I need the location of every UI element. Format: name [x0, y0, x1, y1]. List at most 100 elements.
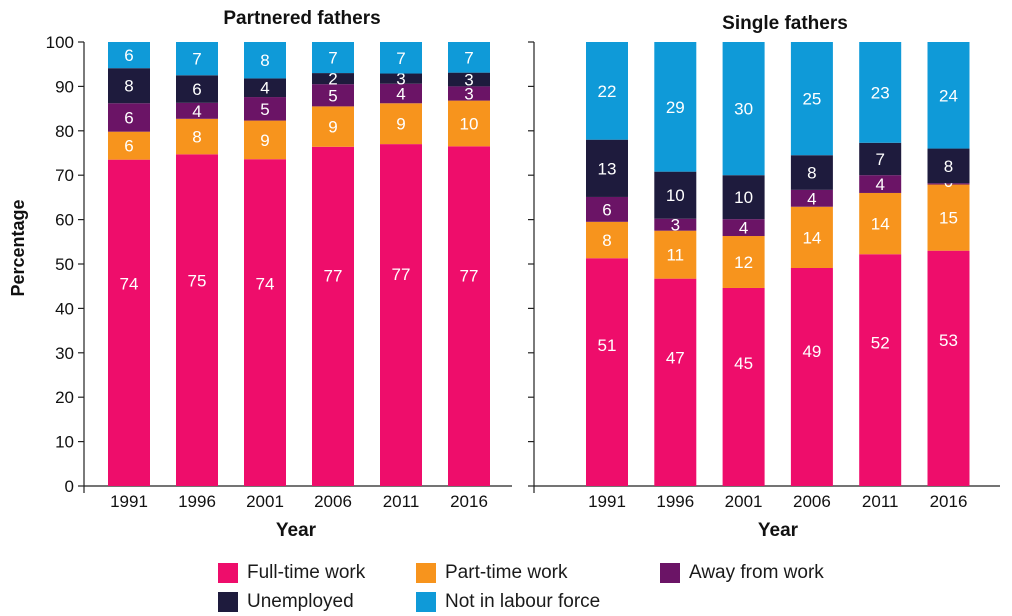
- partnered-bar-away-from-work-2001: [244, 97, 286, 121]
- single-data-label-unemployed-2006: 8: [807, 164, 816, 183]
- partnered-x-tick-label-2011: 2011: [383, 492, 420, 511]
- single-bar-part-time-work-2006: [790, 206, 833, 268]
- partnered-bar-away-from-work-2011: [380, 83, 422, 104]
- partnered-data-label-unemployed-1996: 6: [192, 80, 201, 99]
- single-data-label-not-in-labour-force-1991: 22: [598, 82, 617, 101]
- partnered-y-tick-label: 30: [55, 344, 74, 363]
- partnered-bar-away-from-work-1996: [176, 102, 218, 119]
- single-bar-full-time-work-2016: [927, 250, 970, 486]
- single-x-tick-label-2006: 2006: [793, 492, 831, 511]
- single-bar-away-from-work-2001: [722, 219, 765, 237]
- partnered-data-label-away-from-work-2016: 3: [464, 85, 473, 104]
- partnered-data-label-full-time-work-2016: 77: [460, 266, 479, 285]
- partnered-data-label-not-in-labour-force-1996: 7: [192, 50, 201, 69]
- single-bar-full-time-work-1991: [586, 258, 628, 486]
- partnered-x-tick-label-1991: 1991: [110, 492, 148, 511]
- partnered-bar-full-time-work-1991: [108, 159, 150, 486]
- partnered-y-tick-label: 20: [55, 388, 74, 407]
- partnered-data-label-unemployed-2011: 3: [396, 70, 405, 89]
- single-data-label-part-time-work-2001: 12: [734, 253, 753, 272]
- partnered-data-label-unemployed-2006: 2: [328, 70, 337, 89]
- single-data-label-part-time-work-2016: 15: [939, 209, 958, 228]
- single-data-label-full-time-work-1991: 51: [598, 336, 617, 355]
- partnered-bar-part-time-work-2006: [312, 106, 354, 147]
- partnered-x-tick-label-1996: 1996: [178, 492, 216, 511]
- partnered-y-tick-label: 10: [55, 433, 74, 452]
- partnered-bar-part-time-work-1996: [176, 118, 218, 155]
- partnered-bar-unemployed-2001: [244, 78, 286, 98]
- single-bar-part-time-work-2011: [859, 192, 902, 255]
- single-bar-unemployed-1991: [586, 139, 628, 197]
- partnered-bar-not-in-labour-force-2001: [244, 42, 286, 79]
- partnered-data-label-unemployed-1991: 8: [124, 77, 133, 96]
- single-bar-full-time-work-2001: [722, 287, 765, 486]
- single-x-tick-label-2016: 2016: [930, 492, 968, 511]
- partnered-y-axis-title: Percentage: [8, 199, 28, 296]
- partnered-y-tick-label: 90: [55, 77, 74, 96]
- partnered-bar-not-in-labour-force-2006: [312, 42, 354, 74]
- partnered-data-label-full-time-work-2006: 77: [324, 267, 343, 286]
- partnered-y-tick-label: 0: [65, 477, 74, 496]
- partnered-bar-not-in-labour-force-2011: [380, 42, 422, 74]
- partnered-bar-not-in-labour-force-2016: [448, 42, 490, 73]
- single-data-label-not-in-labour-force-2011: 23: [871, 83, 890, 102]
- partnered-data-label-part-time-work-2006: 9: [328, 118, 337, 137]
- single-data-label-unemployed-2001: 10: [734, 188, 753, 207]
- partnered-y-tick-label: 100: [46, 33, 74, 52]
- single-bar-part-time-work-2001: [722, 236, 765, 288]
- single-bar-unemployed-2006: [790, 155, 833, 190]
- single-data-label-full-time-work-2011: 52: [871, 333, 890, 352]
- partnered-chart-title: Partnered fathers: [223, 8, 380, 29]
- partnered-bar-away-from-work-2016: [448, 86, 490, 101]
- single-x-tick-label-1991: 1991: [588, 492, 626, 511]
- single-data-label-not-in-labour-force-1996: 29: [666, 98, 685, 117]
- single-bar-away-from-work-2011: [859, 175, 902, 193]
- single-bar-away-from-work-1991: [586, 196, 628, 222]
- single-bar-not-in-labour-force-1996: [654, 42, 697, 172]
- partnered-bar-full-time-work-1996: [176, 154, 218, 486]
- single-bar-full-time-work-2006: [790, 267, 833, 486]
- single-data-label-away-from-work-2011: 4: [875, 175, 884, 194]
- single-bar-not-in-labour-force-1991: [586, 42, 628, 140]
- single-data-label-unemployed-1991: 13: [598, 159, 617, 178]
- partnered-y-tick-label: 70: [55, 166, 74, 185]
- single-bar-not-in-labour-force-2016: [927, 42, 970, 149]
- single-bar-unemployed-2016: [927, 148, 970, 184]
- single-x-tick-label-2011: 2011: [862, 492, 899, 511]
- partnered-x-tick-label-2001: 2001: [246, 492, 284, 511]
- partnered-data-label-not-in-labour-force-2011: 7: [396, 49, 405, 68]
- single-bar-away-from-work-2006: [790, 189, 833, 207]
- partnered-data-label-unemployed-2016: 3: [464, 71, 473, 90]
- partnered-y-tick-label: 50: [55, 255, 74, 274]
- partnered-data-label-away-from-work-2006: 5: [328, 86, 337, 105]
- single-data-label-not-in-labour-force-2001: 30: [734, 100, 753, 119]
- partnered-data-label-part-time-work-1996: 8: [192, 128, 201, 147]
- single-data-label-full-time-work-2001: 45: [734, 354, 753, 373]
- partnered-bar-unemployed-1996: [176, 75, 218, 103]
- single-data-label-not-in-labour-force-2006: 25: [802, 90, 821, 109]
- single-data-label-part-time-work-1991: 8: [602, 231, 611, 250]
- single-data-label-not-in-labour-force-2016: 24: [939, 86, 958, 105]
- partnered-bar-part-time-work-2016: [448, 100, 490, 147]
- single-bar-part-time-work-1991: [586, 221, 628, 259]
- single-data-label-away-from-work-1996: 3: [671, 216, 680, 235]
- single-bar-away-from-work-2016: [927, 183, 970, 185]
- partnered-bar-not-in-labour-force-1996: [176, 42, 218, 76]
- partnered-data-label-part-time-work-1991: 6: [124, 137, 133, 156]
- partnered-data-label-not-in-labour-force-2001: 8: [260, 51, 269, 70]
- partnered-y-tick-label: 40: [55, 299, 74, 318]
- single-data-label-away-from-work-2006: 4: [807, 189, 816, 208]
- partnered-data-label-part-time-work-2011: 9: [396, 115, 405, 134]
- single-data-label-unemployed-2016: 8: [944, 157, 953, 176]
- partnered-x-tick-label-2006: 2006: [314, 492, 352, 511]
- single-data-label-full-time-work-1996: 47: [666, 348, 685, 367]
- partnered-bar-unemployed-2011: [380, 73, 422, 84]
- single-bar-part-time-work-2016: [927, 184, 970, 251]
- partnered-bar-not-in-labour-force-1991: [108, 42, 150, 69]
- partnered-data-label-away-from-work-2001: 5: [260, 100, 269, 119]
- single-data-label-away-from-work-1991: 6: [602, 200, 611, 219]
- single-bar-not-in-labour-force-2001: [722, 42, 765, 176]
- single-x-tick-label-1996: 1996: [656, 492, 694, 511]
- single-chart-title: Single fathers: [722, 13, 848, 34]
